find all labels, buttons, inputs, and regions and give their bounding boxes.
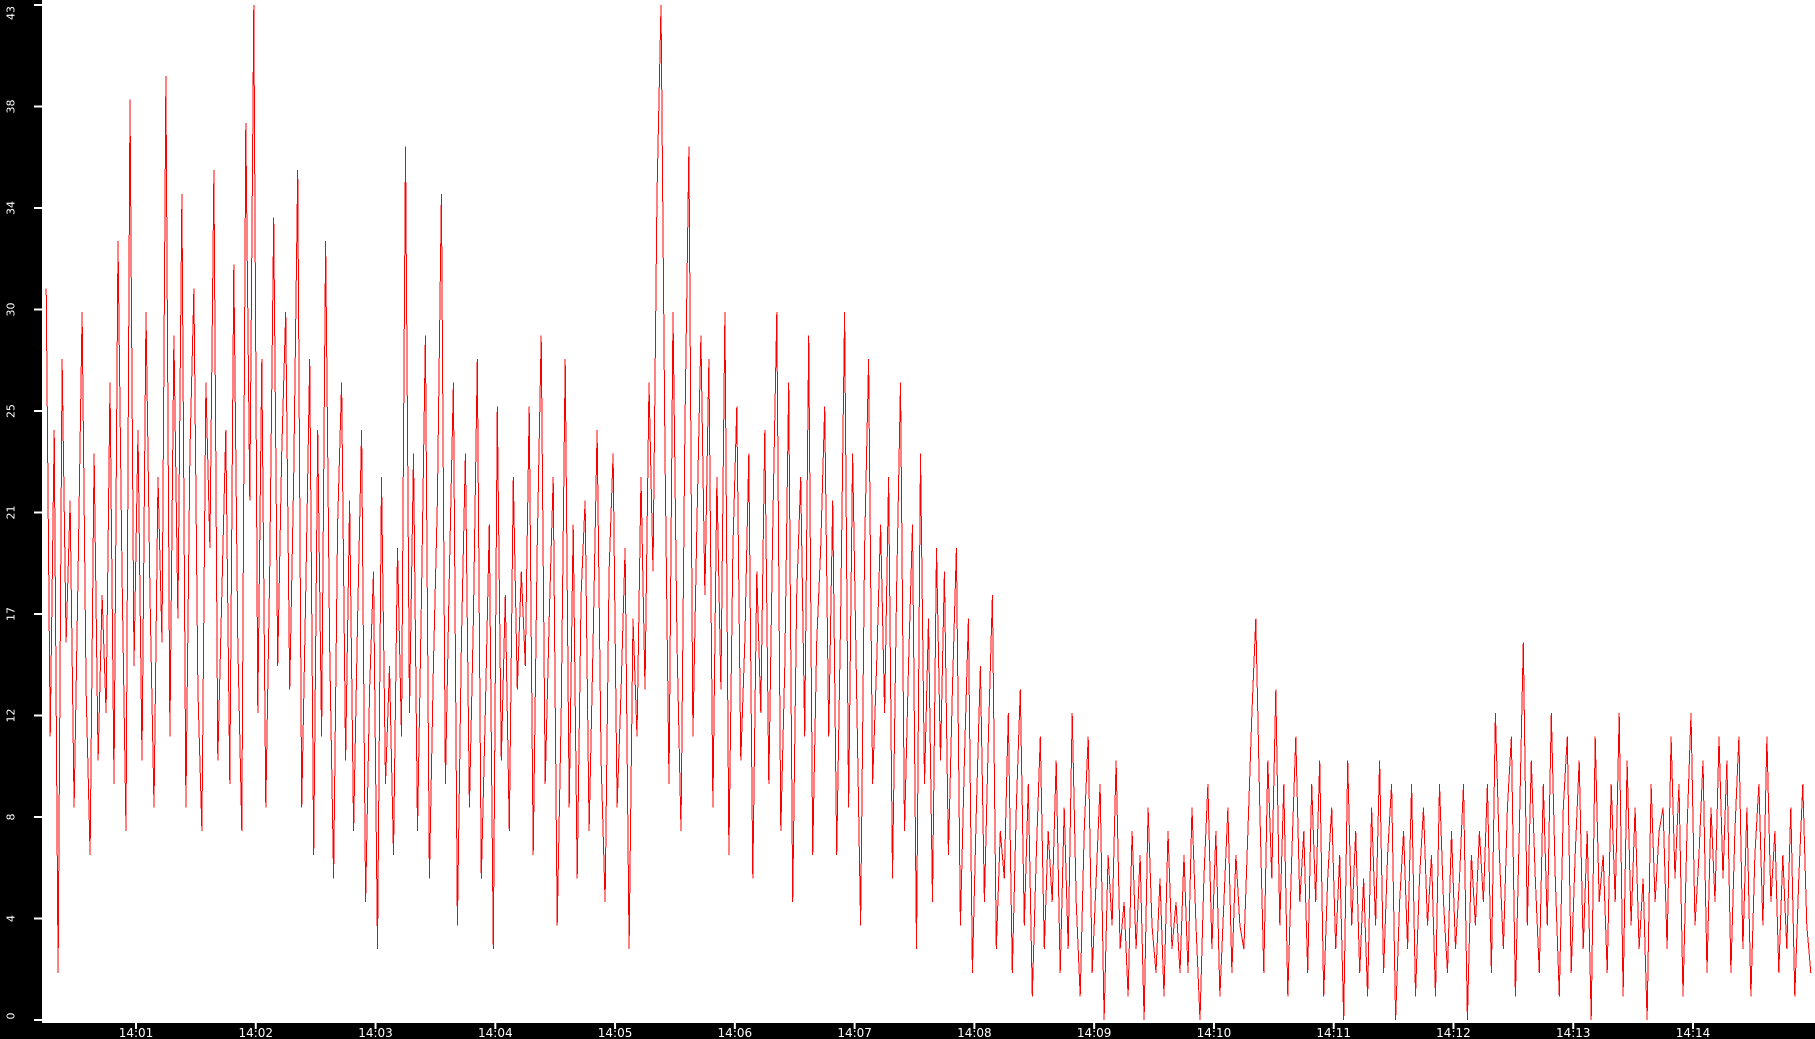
y-axis-bar (0, 0, 42, 1039)
y-tick-label: 25 (5, 404, 18, 418)
y-tick-mark (34, 816, 42, 818)
x-tick-mark (853, 1023, 856, 1029)
x-tick-label: 14:08 (957, 1026, 992, 1039)
x-tick-label: 14:04 (478, 1026, 513, 1039)
y-axis-ticks: 0 4 8 12 17 21 25 30 34 38 43 (5, 4, 42, 1021)
x-tick-mark (1692, 1023, 1695, 1029)
x-tick-label: 14:11 (1316, 1026, 1351, 1039)
x-tick-label: 14:14 (1676, 1026, 1711, 1039)
y-tick-label: 38 (5, 100, 18, 114)
x-tick-label: 14:06 (718, 1026, 753, 1039)
x-tick-mark (1212, 1023, 1215, 1029)
y-tick-label: 17 (5, 607, 18, 621)
x-tick-mark (973, 1023, 976, 1029)
y-tick-label: 8 (5, 814, 18, 821)
x-tick-label: 14:10 (1197, 1026, 1232, 1039)
x-tick-mark (1093, 1023, 1096, 1029)
x-tick-label: 14:09 (1077, 1026, 1112, 1039)
y-tick-mark (34, 613, 42, 615)
x-axis-bar (0, 1023, 1815, 1039)
y-tick-mark (34, 207, 42, 209)
y-tick-label: 4 (5, 915, 18, 922)
x-tick-mark (733, 1023, 736, 1029)
x-tick-mark (1452, 1023, 1455, 1029)
y-tick-mark (34, 410, 42, 412)
x-tick-mark (614, 1023, 617, 1029)
y-tick-mark (34, 105, 42, 108)
y-tick-mark (34, 714, 42, 717)
x-tick-label: 14:01 (119, 1026, 154, 1039)
y-tick-label: 21 (5, 506, 18, 520)
x-tick-mark (254, 1023, 257, 1029)
y-tick-mark (34, 4, 42, 6)
x-tick-mark (135, 1023, 137, 1029)
x-tick-mark (374, 1023, 377, 1029)
x-tick-mark (1572, 1023, 1575, 1029)
x-tick-mark (1332, 1023, 1335, 1029)
y-tick-label: 43 (5, 6, 18, 20)
y-tick-label: 34 (5, 201, 18, 215)
x-tick-label: 14:13 (1556, 1026, 1591, 1039)
x-tick-label: 14:02 (238, 1026, 273, 1039)
y-tick-mark (34, 1019, 42, 1021)
y-tick-mark (34, 511, 42, 514)
x-tick-label: 14:03 (358, 1026, 393, 1039)
y-tick-label: 0 (5, 1013, 18, 1020)
x-tick-label: 14:12 (1436, 1026, 1471, 1039)
latency-series-line (45, 4, 1812, 1021)
x-axis-ticks: 14:01 14:02 14:03 14:04 14:05 14:06 14:07 14:08… (119, 1023, 1711, 1039)
y-tick-label: 12 (5, 709, 18, 723)
x-tick-label: 14:05 (598, 1026, 633, 1039)
x-tick-mark (494, 1023, 497, 1029)
y-tick-mark (34, 308, 42, 311)
y-tick-label: 30 (5, 303, 18, 317)
series-layer (45, 4, 1812, 1021)
x-tick-label: 14:07 (837, 1026, 872, 1039)
y-tick-mark (34, 917, 42, 920)
